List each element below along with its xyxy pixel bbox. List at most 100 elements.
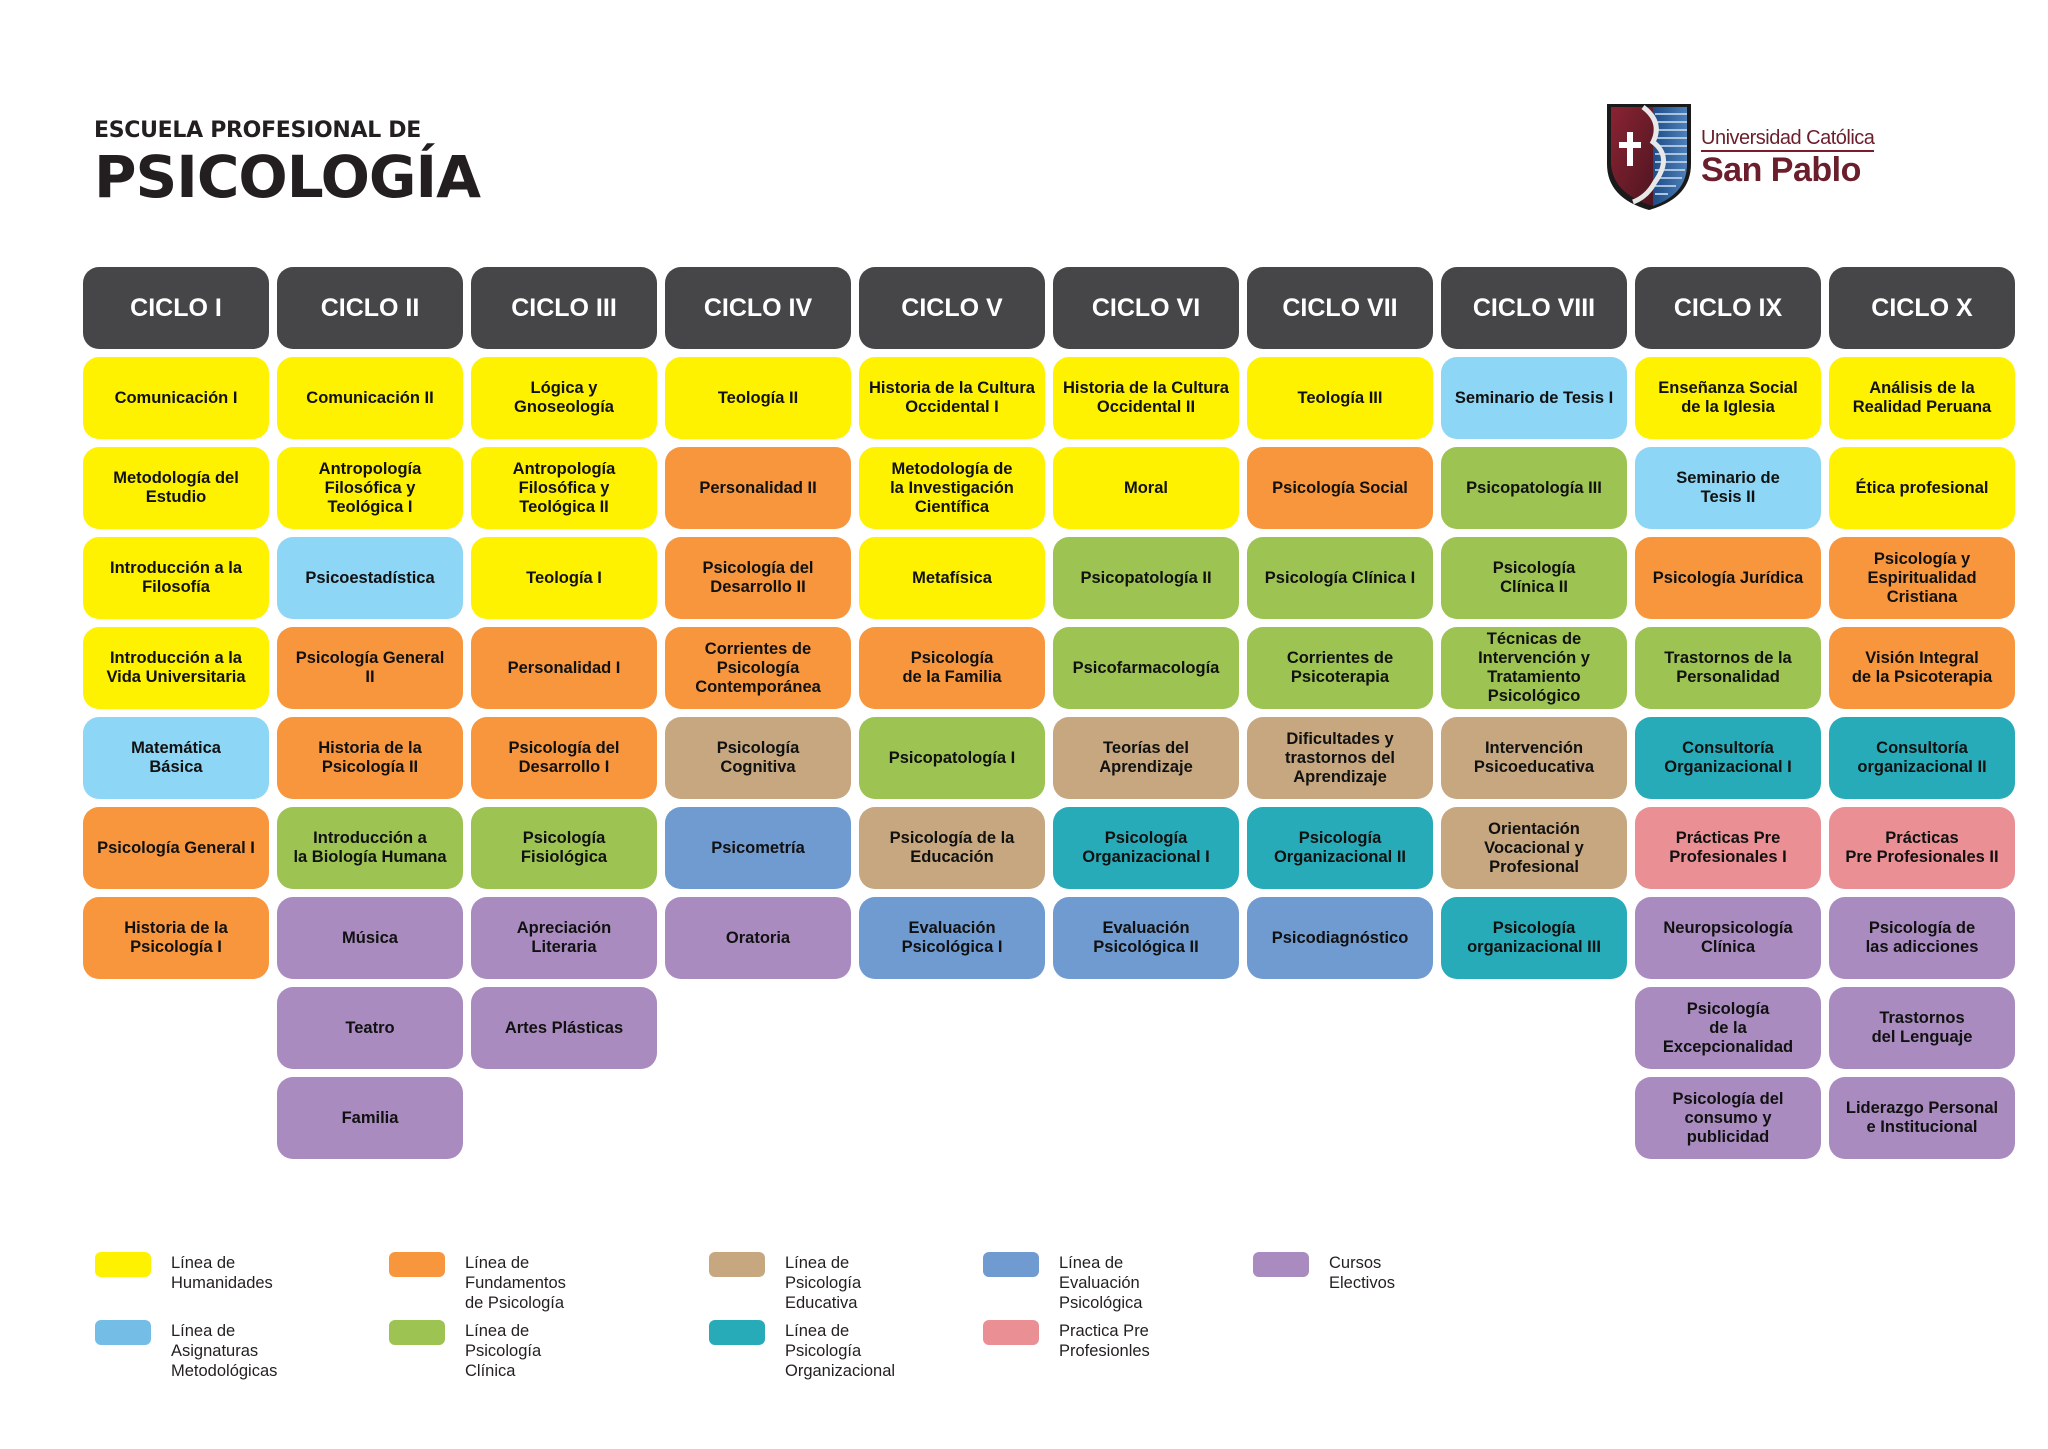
course-box: Moral [1053,447,1239,529]
course-box: Visión Integral de la Psicoterapia [1829,627,2015,709]
legend-label: Línea de Psicología Organizacional [785,1322,896,1380]
cycle-column: CICLO V Historia de la Cultura Occidental… [859,267,1045,1159]
course-box: Comunicación II [277,357,463,439]
course-box: Historia de la Cultura Occidental II [1053,357,1239,439]
course-box: Dificultades y trastornos del Aprendizaj… [1247,717,1433,799]
course-box: Introducción a la Biología Humana [277,807,463,889]
cycle-column: CICLO IV Teología II Personalidad II Psicol… [665,267,851,1159]
course-box: Psicología Social [1247,447,1433,529]
course-box: Liderazgo Personal e Institucional [1829,1077,2015,1159]
program-title: PSICOLOGÍA [94,143,481,211]
course-box: Psicología General II [277,627,463,709]
course-box: Psicología Organizacional II [1247,807,1433,889]
university-name-line2: San Pablo [1701,150,1861,189]
course-box: Psicología Jurídica [1635,537,1821,619]
course-box: Evaluación Psicológica I [859,897,1045,979]
university-name-line1: Universidad Católica [1701,127,1875,152]
course-box: Psicoestadística [277,537,463,619]
cycle-header: CICLO VI [1053,267,1239,349]
cycle-header: CICLO X [1829,267,2015,349]
legend-swatch-icon [983,1252,1039,1277]
course-box: Metodología de la Investigación Científi… [859,447,1045,529]
school-subtitle: ESCUELA PROFESIONAL DE [94,118,421,143]
course-box: Seminario de Tesis II [1635,447,1821,529]
cycle-column: CICLO VI Historia de la Cultura Occidenta… [1053,267,1239,1159]
legend-swatch-icon [95,1320,151,1345]
course-box: Introducción a la Vida Universitaria [83,627,269,709]
course-box: Psicología Clínica I [1247,537,1433,619]
course-box: Psicofarmacología [1053,627,1239,709]
course-box: Psicopatología I [859,717,1045,799]
course-box: Trastornos del Lenguaje [1829,987,2015,1069]
course-box: Lógica y Gnoseología [471,357,657,439]
cycle-column: CICLO IX Enseñanza Social de la Iglesia Se… [1635,267,1821,1159]
course-box: Historia de la Psicología II [277,717,463,799]
course-box: Historia de la Cultura Occidental I [859,357,1045,439]
legend-swatch-icon [1253,1252,1309,1277]
cycle-column: CICLO X Análisis de la Realidad Peruana Ét… [1829,267,2015,1159]
cycle-header: CICLO V [859,267,1045,349]
legend-label: Línea de Psicología Clínica [465,1322,542,1380]
cycle-column: CICLO III Lógica y Gnoseología Antropologí… [471,267,657,1159]
legend-swatch-icon [709,1320,765,1345]
cycle-header: CICLO III [471,267,657,349]
course-box: Teología II [665,357,851,439]
course-box: Evaluación Psicológica II [1053,897,1239,979]
course-box: Apreciación Literaria [471,897,657,979]
course-box: Ética profesional [1829,447,2015,529]
course-box: Psicología y Espiritualidad Cristiana [1829,537,2015,619]
course-box: Psicología Cognitiva [665,717,851,799]
course-box: Teatro [277,987,463,1069]
course-box: Técnicas de Intervención y Tratamiento P… [1441,627,1627,709]
legend-label: Cursos Electivos [1329,1254,1396,1292]
legend-swatch-icon [983,1320,1039,1345]
legend-swatch-icon [389,1320,445,1345]
course-box: Consultoría Organizacional I [1635,717,1821,799]
course-box: Psicología Fisiológica [471,807,657,889]
shield-icon [1607,104,1691,210]
legend-label: Línea de Fundamentos de Psicología [465,1254,566,1312]
course-box: Psicología de la Educación [859,807,1045,889]
legend-label: Línea de Asignaturas Metodológicas [171,1322,278,1380]
legend-item: Línea de Psicología Organizacional [709,1320,895,1381]
course-box: Historia de la Psicología I [83,897,269,979]
course-box: Seminario de Tesis I [1441,357,1627,439]
course-box: Trastornos de la Personalidad [1635,627,1821,709]
cycle-header: CICLO IX [1635,267,1821,349]
course-box: Psicopatología II [1053,537,1239,619]
legend-item: Practica Pre Profesionles [983,1320,1150,1361]
cycle-column: CICLO I Comunicación I Metodología del Est… [83,267,269,1159]
course-box: Introducción a la Filosofía [83,537,269,619]
cycle-header: CICLO II [277,267,463,349]
course-box: Enseñanza Social de la Iglesia [1635,357,1821,439]
course-box: Antropología Filosófica y Teológica I [277,447,463,529]
curriculum-grid: CICLO I Comunicación I Metodología del Est… [83,267,2015,1159]
legend-item: Línea de Asignaturas Metodológicas [95,1320,277,1381]
course-box: Psicología de la Familia [859,627,1045,709]
course-box: Familia [277,1077,463,1159]
legend-swatch-icon [95,1252,151,1277]
legend-label: Practica Pre Profesionles [1059,1322,1150,1360]
course-box: Neuropsicología Clínica [1635,897,1821,979]
legend-item: Línea de Humanidades [95,1252,273,1293]
cycle-column: CICLO VIII Seminario de Tesis I Psicopatol… [1441,267,1627,1159]
legend-item: Línea de Evaluación Psicológica [983,1252,1142,1313]
course-box: Oratoria [665,897,851,979]
course-box: Metafísica [859,537,1045,619]
legend-label: Línea de Humanidades [171,1254,273,1292]
legend-item: Línea de Psicología Clínica [389,1320,541,1381]
legend-label: Línea de Evaluación Psicológica [1059,1254,1143,1312]
course-box: Psicología General I [83,807,269,889]
cycle-header: CICLO VIII [1441,267,1627,349]
legend-item: Línea de Fundamentos de Psicología [389,1252,566,1313]
legend-label: Línea de Psicología Educativa [785,1254,862,1312]
course-box: Corrientes de Psicoterapia [1247,627,1433,709]
legend-swatch-icon [709,1252,765,1277]
course-box: Artes Plásticas [471,987,657,1069]
course-box: Metodología del Estudio [83,447,269,529]
course-box: Psicología Organizacional I [1053,807,1239,889]
course-box: Teorías del Aprendizaje [1053,717,1239,799]
course-box: Comunicación I [83,357,269,439]
course-box: Personalidad II [665,447,851,529]
cycle-header: CICLO I [83,267,269,349]
